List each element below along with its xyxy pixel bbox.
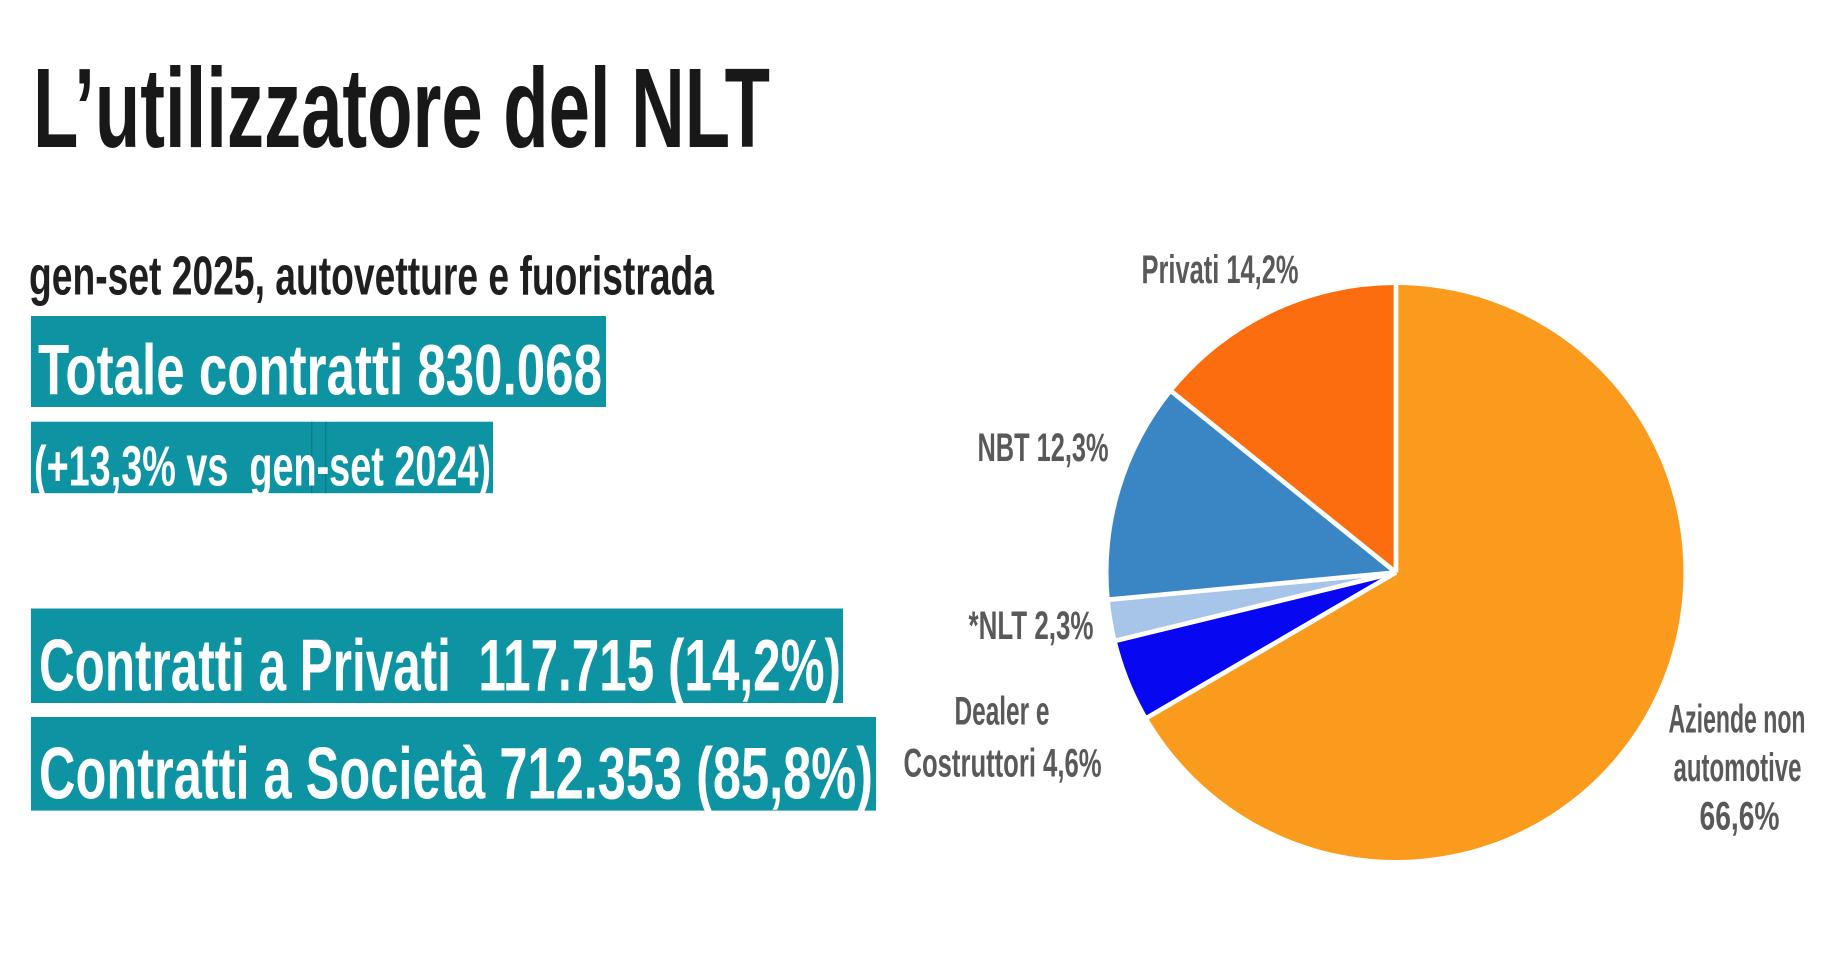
- svg-text:*NLT 2,3%: *NLT 2,3%: [969, 604, 1094, 648]
- svg-text:gen-set 2025, autovetture e fu: gen-set 2025, autovetture e fuoristrada: [29, 246, 714, 307]
- svg-text:Contratti a Società 712.353 (8: Contratti a Società 712.353 (85,8%): [39, 733, 873, 815]
- svg-text:66,6%: 66,6%: [1700, 795, 1780, 839]
- svg-text:Totale contratti 830.068: Totale contratti 830.068: [38, 331, 602, 411]
- svg-text:(+13,3% vs gen-set 2024): (+13,3% vs gen-set 2024): [34, 435, 491, 498]
- svg-text:NBT 12,3%: NBT 12,3%: [978, 426, 1109, 470]
- svg-text:automotive: automotive: [1674, 746, 1802, 790]
- svg-text:Aziende non: Aziende non: [1669, 698, 1806, 742]
- svg-text:Costruttori 4,6%: Costruttori 4,6%: [904, 741, 1102, 785]
- svg-text:L’utilizzatore del NLT: L’utilizzatore del NLT: [33, 45, 770, 171]
- svg-text:Dealer e: Dealer e: [955, 689, 1050, 733]
- svg-text:Privati 14,2%: Privati 14,2%: [1142, 248, 1299, 292]
- svg-text:Contratti a Privati 117.715 (: Contratti a Privati 117.715 (14,2%): [39, 625, 841, 707]
